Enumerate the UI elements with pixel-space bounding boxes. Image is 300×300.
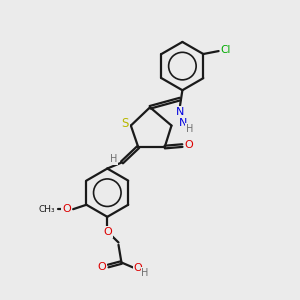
Text: Cl: Cl — [221, 45, 231, 55]
Text: N: N — [176, 107, 184, 117]
Text: N: N — [178, 118, 187, 128]
Text: S: S — [121, 117, 129, 130]
Text: O: O — [184, 140, 193, 150]
Text: H: H — [110, 154, 118, 164]
Text: CH₃: CH₃ — [38, 205, 55, 214]
Text: H: H — [141, 268, 149, 278]
Text: O: O — [97, 262, 106, 272]
Text: O: O — [62, 205, 71, 214]
Text: O: O — [134, 263, 142, 273]
Text: O: O — [103, 227, 112, 237]
Text: H: H — [186, 124, 194, 134]
